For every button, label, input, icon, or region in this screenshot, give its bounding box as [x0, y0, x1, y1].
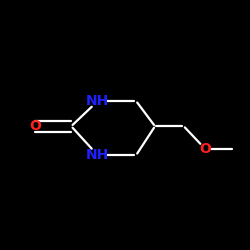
- Text: NH: NH: [86, 148, 109, 162]
- Text: NH: NH: [86, 94, 109, 108]
- Text: O: O: [199, 142, 211, 156]
- Text: O: O: [29, 119, 41, 133]
